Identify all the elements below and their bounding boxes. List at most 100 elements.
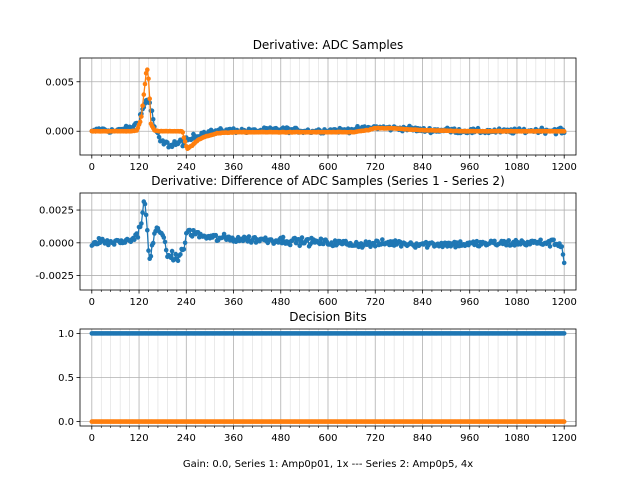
panel-adc-samples-series-1-point xyxy=(156,134,162,140)
panel-difference-y-tick-label: 0.0000 xyxy=(39,238,74,249)
panel-difference-series-1-point xyxy=(280,234,286,240)
panel-difference-x-tick-label: 360 xyxy=(224,297,243,308)
panel-difference-series-1-point xyxy=(182,240,188,246)
panel-difference-series-1-point xyxy=(163,247,169,253)
panel-difference-series-1-point xyxy=(143,212,149,218)
panel-adc-samples-y-tick-label: 0.005 xyxy=(45,77,74,88)
panel-difference-series-1-point xyxy=(287,242,293,248)
panel-difference-x-tick-label: 1080 xyxy=(504,297,529,308)
panel-difference-series-1-point xyxy=(551,237,556,243)
panel-adc-samples-y-tick-label: 0.000 xyxy=(45,127,74,138)
panel-decision-bits-series-2-point xyxy=(561,419,567,424)
panel-difference-series-1-point xyxy=(474,238,480,244)
panel-difference-series-1-point xyxy=(332,238,338,243)
panel-difference-series-1-point xyxy=(132,237,137,242)
panel-adc-samples-series-2-point xyxy=(181,135,187,140)
panel-difference-x-tick-label: 600 xyxy=(318,297,337,308)
panel-decision-bits: 0 120 240 360 480 600 720 840 960 1080 1200 1.0 0.5 0… xyxy=(58,310,577,444)
panel-difference-x-tick-label: 720 xyxy=(366,297,385,308)
panel-difference-x-tick-label: 120 xyxy=(130,297,149,308)
panel-difference-x-tick-label: 840 xyxy=(413,297,432,308)
panel-adc-samples-series-1-point xyxy=(165,140,170,145)
panel-decision-bits-axes-frame xyxy=(79,328,577,427)
panel-difference-x-tick-label: 1200 xyxy=(551,297,576,308)
panel-decision-bits-x-tick-label: 960 xyxy=(460,433,479,444)
panel-adc-samples-x-tick-label: 960 xyxy=(460,162,479,173)
panel-adc-samples-series-2-point xyxy=(182,139,188,144)
panel-difference-series-1-point xyxy=(263,235,268,240)
panel-difference-series-1-point xyxy=(560,252,566,257)
panel-decision-bits-y-tick-label: 0.0 xyxy=(58,417,74,428)
panel-difference-x-tick-label: 240 xyxy=(177,297,196,308)
panel-difference-series-1-point xyxy=(150,240,156,246)
panel-difference-series-1-point xyxy=(221,231,227,237)
panel-adc-samples-series-2-point xyxy=(139,114,144,119)
chart-title-adc-samples: Derivative: ADC Samples xyxy=(253,38,404,52)
panel-difference-series-1-point xyxy=(135,235,141,240)
panel-adc-samples-series-2-point xyxy=(561,129,567,134)
panel-difference-axes-frame xyxy=(79,192,577,291)
panel-decision-bits-series-1-point xyxy=(561,331,567,336)
panel-difference-series-1-point xyxy=(512,243,517,248)
panel-adc-samples-series-2-point xyxy=(142,81,148,87)
panel-difference-series-1-point xyxy=(161,235,167,240)
panel-difference-series-1-point xyxy=(187,227,193,233)
panel-decision-bits-y-tick-label: 0.5 xyxy=(58,373,74,384)
figure-footer-label: Gain: 0.0, Series 1: Amp0p01, 1x --- Ser… xyxy=(183,459,473,470)
panel-difference-series-1-point xyxy=(175,258,181,264)
panel-difference-series-1-point xyxy=(318,236,324,242)
panel-difference-x-tick-label: 960 xyxy=(460,297,479,308)
panel-adc-samples-x-tick-label: 1080 xyxy=(504,162,529,173)
panel-decision-bits-x-tick-label: 1200 xyxy=(551,433,576,444)
panel-decision-bits-x-tick-label: 240 xyxy=(177,433,196,444)
panel-difference-series-1-point xyxy=(293,240,299,246)
panel-adc-samples-series-2-point xyxy=(137,119,143,125)
panel-difference: 0 120 240 360 480 600 720 840 960 1080 1200 0.0025 0… xyxy=(35,174,577,308)
panel-difference-series-1-point xyxy=(504,242,509,248)
panel-decision-bits-x-tick-label: 720 xyxy=(366,433,385,444)
panel-adc-samples-x-tick-label: 720 xyxy=(366,162,385,173)
panel-adc-samples-x-tick-label: 1200 xyxy=(551,162,576,173)
panel-decision-bits-x-tick-label: 600 xyxy=(318,433,337,444)
panel-adc-samples-series-2-point xyxy=(147,96,152,101)
panel-adc-samples-x-tick-label: 0 xyxy=(89,162,95,173)
panel-decision-bits-series-2 xyxy=(89,419,567,424)
panel-difference-series-1-point xyxy=(547,244,553,249)
panel-difference-series-1-point xyxy=(380,237,385,242)
panel-difference-series-1-point xyxy=(246,234,252,239)
chart-title-difference: Derivative: Difference of ADC Samples (S… xyxy=(151,174,505,188)
panel-adc-samples-x-tick-label: 120 xyxy=(130,162,149,173)
panel-adc-samples-series-2 xyxy=(89,67,567,151)
panel-difference-series-1-point xyxy=(178,252,183,257)
panel-difference-series-1-point xyxy=(492,238,497,244)
panel-difference-series-1-point xyxy=(372,244,378,249)
panel-difference-series-1-point xyxy=(134,231,139,236)
panel-decision-bits-x-tick-label: 840 xyxy=(413,433,432,444)
panel-difference-series-1-point xyxy=(145,227,150,233)
panel-difference-x-tick-label: 480 xyxy=(271,297,290,308)
panel-decision-bits-x-tick-label: 1080 xyxy=(504,433,529,444)
panel-adc-samples-x-tick-label: 240 xyxy=(177,162,196,173)
panel-adc-samples-x-tick-label: 480 xyxy=(271,162,290,173)
panel-difference-series-1-point xyxy=(538,237,543,243)
panel-adc-samples-series-2-point xyxy=(143,71,149,76)
panel-decision-bits-x-tick-label: 0 xyxy=(89,433,95,444)
panel-difference-series-1-point xyxy=(148,253,154,259)
panel-adc-samples-x-tick-label: 840 xyxy=(413,162,432,173)
panel-difference-series-1-point xyxy=(169,248,175,254)
panel-difference-series-1-point xyxy=(506,238,512,243)
panel-difference-series-1-point xyxy=(445,244,450,249)
panel-difference-y-tick-label: -0.0025 xyxy=(35,271,74,282)
panel-difference-series-1-point xyxy=(559,244,565,249)
panel-difference-series-1-point xyxy=(561,260,567,266)
chart-title-decision-bits: Decision Bits xyxy=(289,310,366,324)
panel-difference-series-1-point xyxy=(213,232,219,238)
panel-difference-series-1-point xyxy=(299,235,305,240)
panel-decision-bits-series-1 xyxy=(89,331,567,336)
panel-difference-series-1-point xyxy=(181,247,187,252)
panel-difference-series-1-point xyxy=(142,201,148,207)
panel-adc-samples: 0 120 240 360 480 600 720 840 960 1080 1200 0.000 0.… xyxy=(45,38,577,173)
panel-difference-x-tick-label: 0 xyxy=(89,297,95,308)
panel-difference-series-1-point xyxy=(458,239,463,244)
